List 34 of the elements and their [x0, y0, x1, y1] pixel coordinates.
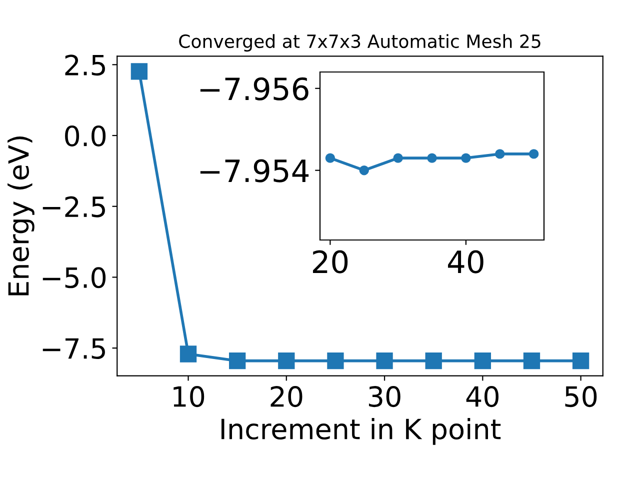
point	[474, 352, 491, 370]
point	[229, 352, 246, 370]
point	[327, 352, 344, 370]
point	[130, 63, 148, 80]
point	[523, 352, 540, 370]
y-axis-title: Energy (eV)	[8, 136, 34, 296]
point	[427, 153, 437, 163]
x-axis-title: Increment in K point	[221, 418, 501, 445]
x-tick-label: 20	[312, 250, 348, 274]
point	[180, 346, 197, 362]
x-tick-label: 30	[368, 386, 400, 408]
y-tick-label: −7.956	[200, 77, 308, 100]
x-tick-label: 40	[448, 250, 484, 274]
point	[325, 153, 336, 163]
point	[572, 352, 590, 370]
chart-title: Converged at 7x7x3 Automatic Mesh 25	[179, 34, 540, 52]
point	[359, 165, 369, 176]
x-tick-label: 50	[565, 386, 597, 408]
point	[278, 352, 295, 370]
x-tick-label: 20	[270, 386, 302, 408]
point	[393, 153, 403, 163]
point	[376, 352, 393, 370]
y-tick-label: 0.0	[65, 125, 106, 146]
point	[461, 153, 471, 163]
y-tick-label: −5.0	[42, 267, 106, 288]
x-tick-label: 10	[174, 386, 204, 408]
y-tick-label: 2.5	[65, 54, 105, 76]
y-tick-label: −7.954	[200, 159, 309, 182]
point	[528, 149, 539, 159]
point	[425, 352, 442, 370]
point	[495, 149, 505, 159]
y-tick-label: −2.5	[42, 196, 105, 218]
x-tick-label: 40	[466, 386, 498, 408]
y-tick-label: −7.5	[42, 338, 105, 360]
